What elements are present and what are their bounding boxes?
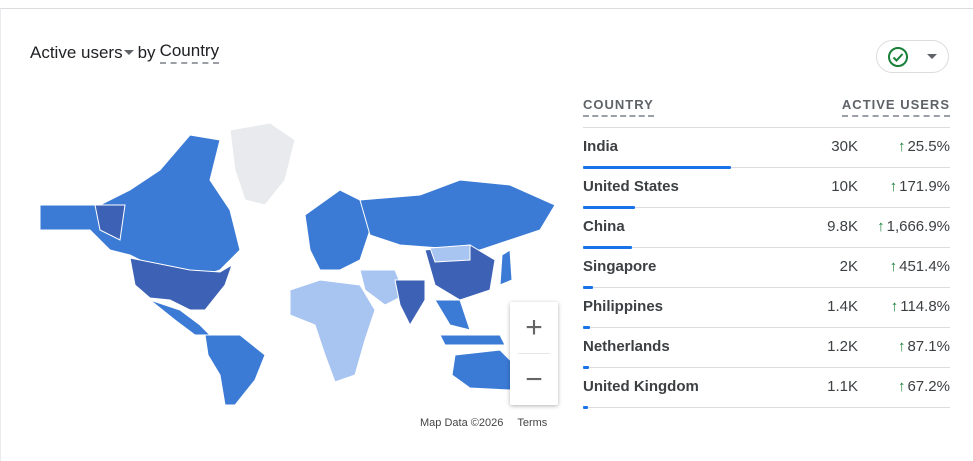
table-row[interactable]: Philippines 1.4K ↑ 114.8% — [583, 288, 950, 329]
change-value: 87.1% — [907, 338, 950, 355]
active-users-value: 9.8K — [827, 218, 858, 235]
table-row[interactable]: United Kingdom 1.1K ↑ 67.2% — [583, 368, 950, 409]
share-bar — [583, 366, 589, 369]
change-percent: ↑ 1,666.9% — [877, 218, 950, 235]
dropdown-arrow-icon[interactable] — [123, 50, 134, 55]
canada — [40, 134, 241, 281]
share-bar — [583, 206, 635, 209]
arrow-up-icon: ↑ — [889, 178, 898, 195]
active-users-value: 30K — [831, 138, 858, 155]
column-country[interactable]: COUNTRY — [583, 97, 654, 117]
change-percent: ↑ 87.1% — [898, 338, 950, 355]
zoom-out-button[interactable]: − — [525, 362, 543, 396]
check-circle-icon — [888, 46, 908, 67]
alaska — [94, 204, 126, 241]
south-america — [204, 334, 266, 406]
change-percent: ↑ 114.8% — [891, 298, 950, 315]
table-row[interactable]: China 9.8K ↑ 1,666.9% — [583, 208, 950, 249]
africa — [289, 279, 376, 383]
active-users-by-country-card — [0, 8, 973, 461]
table-row[interactable]: India 30K ↑ 25.5% — [583, 128, 950, 169]
russia — [359, 179, 556, 251]
indonesia — [439, 334, 506, 346]
arrow-up-icon: ↑ — [897, 338, 906, 355]
card-title: Active users by Country — [30, 41, 220, 64]
mongolia — [429, 244, 471, 263]
table-row[interactable]: Netherlands 1.2K ↑ 87.1% — [583, 328, 950, 369]
europe — [304, 189, 371, 271]
metric-selector[interactable]: Active users — [30, 42, 123, 62]
share-bar — [583, 286, 594, 289]
dimension-label[interactable]: Country — [159, 41, 220, 64]
change-value: 451.4% — [899, 258, 950, 275]
active-users-value: 1.1K — [827, 378, 858, 395]
arrow-up-icon: ↑ — [889, 258, 898, 275]
zoom-in-button[interactable]: + — [525, 310, 543, 344]
country-name: United States — [583, 178, 679, 195]
japan — [499, 249, 513, 286]
country-name: Philippines — [583, 298, 664, 315]
insights-status-button[interactable] — [876, 40, 949, 73]
country-name: United Kingdom — [583, 378, 699, 395]
change-value: 67.2% — [907, 378, 950, 395]
country-name: India — [583, 138, 619, 155]
change-percent: ↑ 67.2% — [898, 378, 950, 395]
southeast-asia — [434, 299, 471, 331]
map-attribution: Map Data ©2026 Terms — [414, 415, 554, 433]
usa — [129, 257, 233, 311]
share-bar — [583, 166, 731, 169]
greenland — [229, 122, 296, 206]
arrow-up-icon: ↑ — [877, 218, 885, 235]
change-value: 114.8% — [900, 298, 950, 315]
change-value: 25.5% — [907, 138, 950, 155]
middle-east — [359, 269, 406, 306]
country-name: Singapore — [583, 258, 657, 275]
change-value: 1,666.9% — [886, 218, 950, 235]
change-percent: ↑ 25.5% — [898, 138, 950, 155]
share-bar — [583, 326, 591, 329]
table-row[interactable]: United States 10K ↑ 171.9% — [583, 168, 950, 209]
active-users-value: 2K — [839, 258, 858, 275]
active-users-value: 1.2K — [827, 338, 858, 355]
active-users-value: 10K — [831, 178, 858, 195]
arrow-up-icon: ↑ — [897, 138, 906, 155]
map-data-label: Map Data ©2026 — [420, 417, 504, 429]
country-name: Netherlands — [583, 338, 670, 355]
world-map[interactable] — [40, 120, 565, 410]
terms-link[interactable]: Terms — [517, 417, 548, 429]
column-active-users[interactable]: ACTIVE USERS — [841, 97, 950, 117]
share-bar — [583, 246, 632, 249]
arrow-up-icon: ↑ — [890, 298, 899, 315]
table-row[interactable]: Singapore 2K ↑ 451.4% — [583, 248, 950, 289]
change-value: 171.9% — [899, 178, 950, 195]
change-percent: ↑ 451.4% — [890, 258, 950, 275]
title-by: by — [137, 42, 156, 62]
india — [394, 279, 426, 327]
table-header: COUNTRY ACTIVE USERS — [583, 97, 950, 128]
map-zoom-controls: + − — [510, 302, 558, 405]
zoom-divider — [518, 353, 550, 354]
chevron-down-icon — [927, 54, 937, 59]
country-name: China — [583, 218, 625, 235]
change-percent: ↑ 171.9% — [890, 178, 950, 195]
active-users-value: 1.4K — [827, 298, 858, 315]
share-bar — [583, 406, 589, 409]
arrow-up-icon: ↑ — [897, 378, 906, 395]
